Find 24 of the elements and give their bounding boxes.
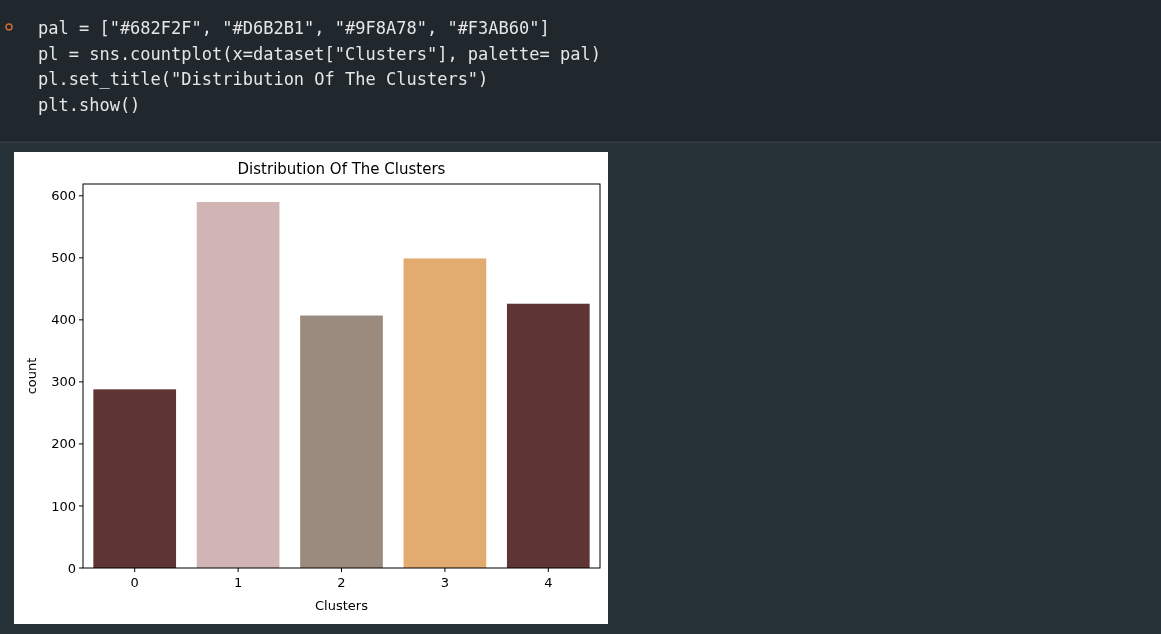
bar bbox=[506, 303, 590, 568]
x-tick-label: 1 bbox=[233, 575, 243, 590]
text: pl = sns.countplot(x=dataset["Clusters"], palette= pal) bbox=[38, 43, 601, 64]
bar bbox=[196, 201, 280, 568]
text: pal = ["#682F2F", "#D6B2B1", "#9F8A78", "#F3AB60"] bbox=[38, 18, 550, 38]
chart-title: Distribution Of The Clusters bbox=[237, 160, 446, 178]
y-tick-label: 400 bbox=[51, 312, 76, 328]
y-axis-title: count bbox=[24, 357, 39, 395]
y-tick-label: 200 bbox=[51, 436, 76, 452]
text: plt.show() bbox=[38, 94, 141, 115]
x-tick-label: 0 bbox=[130, 575, 139, 590]
text: pl.set_title("Distribution Of The Clusters") bbox=[38, 69, 489, 89]
y-tick-label: 600 bbox=[51, 188, 76, 204]
y-tick-label: 100 bbox=[51, 498, 76, 514]
bar bbox=[300, 315, 383, 568]
x-axis-title: Clusters bbox=[315, 598, 369, 613]
bar bbox=[403, 258, 487, 568]
y-tick-label: 300 bbox=[51, 374, 76, 390]
x-tick-label: 4 bbox=[544, 575, 553, 590]
bar bbox=[93, 389, 177, 568]
y-tick-label: 500 bbox=[51, 250, 76, 266]
y-tick-label: 0 bbox=[67, 560, 76, 576]
x-tick-label: 2 bbox=[337, 575, 346, 590]
x-tick-label: 3 bbox=[440, 575, 450, 590]
